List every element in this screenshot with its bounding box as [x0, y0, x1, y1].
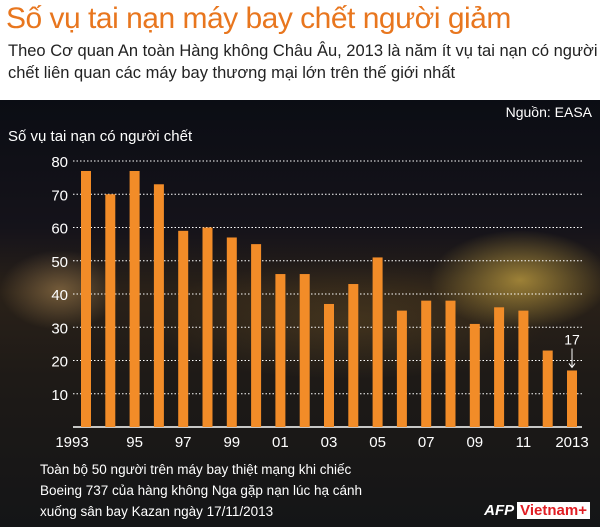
bar-2001 — [275, 274, 286, 427]
bar-1995 — [129, 170, 140, 427]
bar-2005 — [372, 257, 383, 427]
chart-title: Số vụ tai nạn máy bay chết người giảm — [6, 2, 511, 35]
logo-afp: AFP — [484, 502, 515, 519]
x-tick-label: 1993 — [55, 434, 88, 451]
bar-2002 — [299, 274, 310, 427]
x-tick-label: 99 — [223, 434, 240, 451]
photo-caption: Toàn bộ 50 người trên máy bay thiệt mạng… — [40, 462, 363, 519]
bar-2013 — [567, 370, 577, 427]
bar-1999 — [226, 237, 237, 427]
bar-1994 — [105, 194, 116, 427]
y-tick-label: 60 — [51, 221, 68, 238]
x-tick-label: 03 — [321, 434, 338, 451]
bar-2012 — [542, 350, 553, 427]
data-label: 17 — [564, 331, 580, 347]
y-tick-label: 10 — [51, 387, 68, 404]
header: Số vụ tai nạn máy bay chết người giảm Th… — [0, 0, 600, 100]
bar-2000 — [251, 244, 262, 427]
bar-2011 — [518, 310, 529, 427]
y-tick-label: 70 — [51, 187, 68, 204]
afp-vietnamplus-logo: AFP Vietnam+ — [484, 502, 590, 519]
y-tick-label: 50 — [51, 254, 68, 271]
x-tick-label: 2013 — [555, 434, 588, 451]
bar-2006 — [396, 310, 407, 427]
chart-subtitle: Theo Cơ quan An toàn Hàng không Châu Âu,… — [8, 42, 598, 82]
x-tick-label: 01 — [272, 434, 289, 451]
y-tick-label: 80 — [51, 154, 68, 171]
logo-vietnamplus: Vietnam+ — [517, 502, 590, 519]
bar-1997 — [178, 230, 189, 427]
bar-2004 — [348, 284, 359, 427]
y-tick-label: 20 — [51, 354, 68, 371]
bar-2008 — [445, 300, 456, 427]
bar-2003 — [324, 303, 334, 427]
bar-2010 — [494, 307, 505, 427]
y-axis-label: Số vụ tai nạn có người chết — [8, 128, 193, 145]
x-tick-label: 95 — [126, 434, 143, 451]
bar-2009 — [469, 323, 480, 427]
x-tick-label: 97 — [175, 434, 192, 451]
y-tick-label: 40 — [51, 287, 68, 304]
x-tick-label: 05 — [369, 434, 386, 451]
x-tick-label: 07 — [418, 434, 435, 451]
y-tick-label: 30 — [51, 320, 68, 337]
bar-1996 — [153, 184, 164, 427]
bar-1993 — [81, 170, 91, 427]
arrow-head-icon — [568, 363, 576, 369]
bar-2007 — [421, 300, 432, 427]
bar-1998 — [202, 227, 213, 427]
source-label: Nguồn: EASA — [505, 104, 592, 120]
x-tick-label: 11 — [516, 434, 532, 451]
x-tick-label: 09 — [466, 434, 483, 451]
